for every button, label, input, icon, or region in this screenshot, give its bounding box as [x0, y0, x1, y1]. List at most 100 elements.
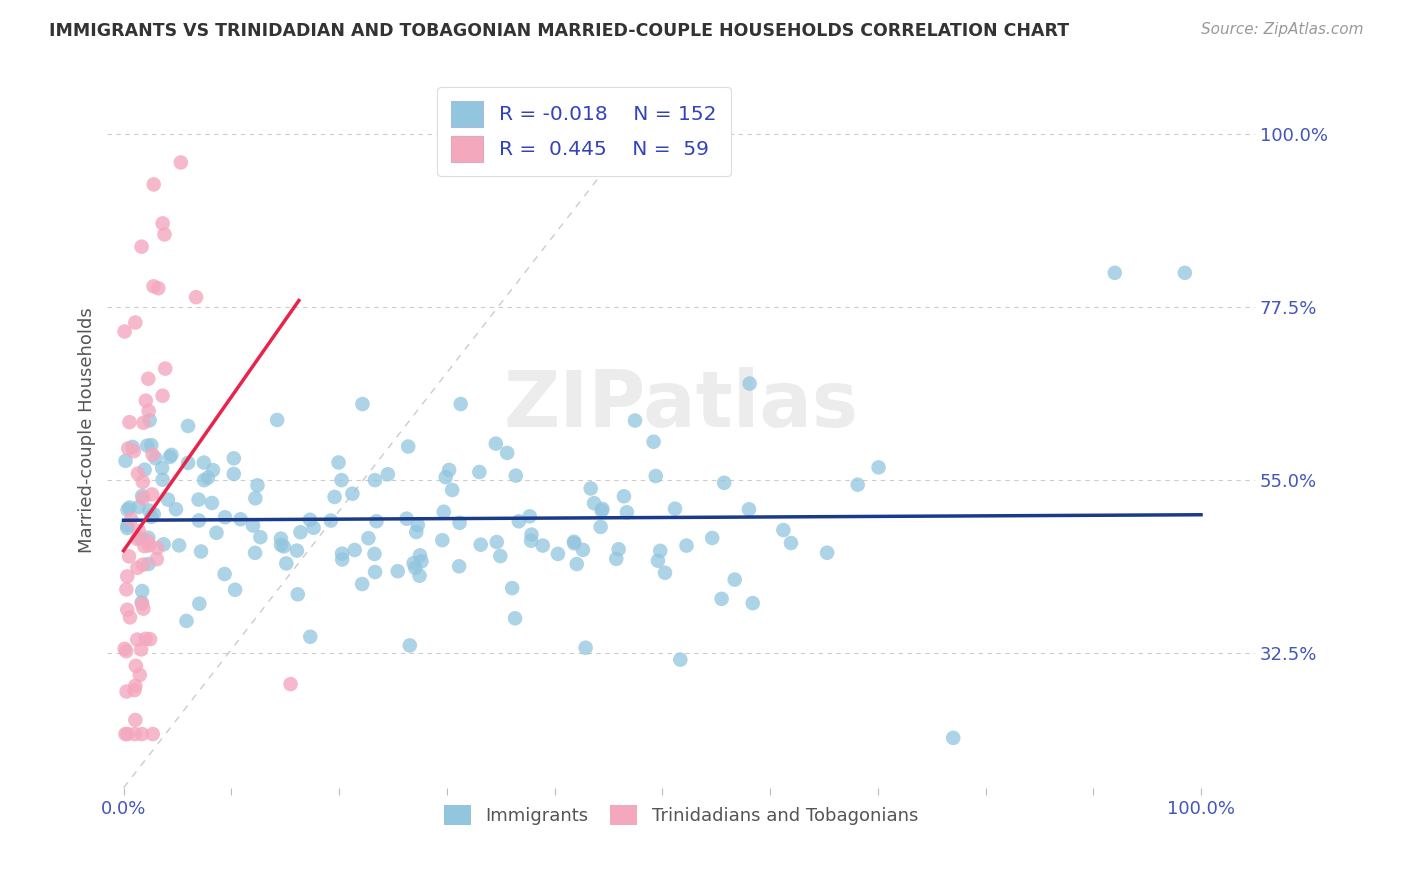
Point	[330, 473, 353, 487]
Point	[201, 463, 224, 477]
Point	[437, 463, 460, 477]
Point	[613, 489, 636, 503]
Point	[738, 376, 761, 391]
Point	[114, 325, 136, 339]
Point	[846, 477, 869, 491]
Point	[702, 531, 724, 545]
Point	[508, 514, 530, 528]
Point	[290, 525, 312, 540]
Point	[131, 596, 153, 610]
Point	[187, 514, 209, 528]
Point	[396, 440, 419, 454]
Point	[441, 483, 464, 497]
Point	[607, 542, 630, 557]
Point	[122, 444, 145, 458]
Point	[605, 552, 627, 566]
Point	[366, 514, 388, 528]
Point	[624, 413, 647, 427]
Point	[485, 436, 508, 450]
Point	[118, 500, 141, 515]
Point	[132, 601, 155, 615]
Point	[131, 597, 153, 611]
Point	[155, 361, 177, 376]
Point	[942, 731, 965, 745]
Point	[142, 279, 165, 293]
Point	[222, 467, 245, 481]
Point	[496, 446, 519, 460]
Text: Source: ZipAtlas.com: Source: ZipAtlas.com	[1201, 22, 1364, 37]
Point	[675, 539, 697, 553]
Point	[411, 554, 433, 568]
Point	[328, 455, 350, 469]
Point	[364, 473, 387, 487]
Point	[224, 582, 246, 597]
Point	[562, 534, 585, 549]
Point	[243, 546, 266, 560]
Point	[153, 227, 176, 242]
Point	[129, 642, 152, 657]
Point	[377, 467, 399, 482]
Point	[205, 525, 228, 540]
Point	[868, 460, 890, 475]
Point	[201, 496, 224, 510]
Point	[165, 502, 187, 516]
Point	[520, 527, 543, 541]
Point	[131, 584, 153, 599]
Point	[402, 556, 425, 570]
Point	[579, 482, 602, 496]
Point	[405, 524, 427, 539]
Point	[138, 404, 160, 418]
Point	[128, 668, 150, 682]
Point	[229, 512, 252, 526]
Point	[146, 541, 169, 555]
Point	[138, 413, 160, 427]
Point	[117, 518, 139, 533]
Point	[170, 155, 193, 169]
Point	[127, 532, 149, 546]
Point	[142, 507, 165, 521]
Point	[644, 469, 666, 483]
Point	[124, 316, 146, 330]
Point	[184, 290, 207, 304]
Point	[177, 419, 200, 434]
Point	[1104, 266, 1126, 280]
Point	[519, 509, 541, 524]
Point	[187, 492, 209, 507]
Point	[299, 630, 322, 644]
Point	[214, 567, 236, 582]
Point	[118, 415, 141, 429]
Point	[118, 610, 141, 624]
Point	[138, 557, 160, 571]
Point	[131, 489, 153, 503]
Point	[150, 461, 173, 475]
Point	[505, 468, 527, 483]
Point	[117, 502, 139, 516]
Point	[141, 510, 163, 524]
Point	[589, 520, 612, 534]
Point	[139, 632, 162, 647]
Point	[319, 514, 342, 528]
Point	[124, 713, 146, 727]
Point	[408, 568, 430, 582]
Point	[449, 516, 471, 530]
Point	[245, 491, 267, 506]
Point	[135, 632, 157, 646]
Point	[145, 451, 167, 466]
Point	[273, 540, 295, 554]
Point	[142, 178, 165, 192]
Point	[141, 487, 163, 501]
Point	[114, 641, 136, 656]
Point	[298, 513, 321, 527]
Point	[131, 240, 153, 254]
Point	[643, 434, 665, 449]
Point	[710, 591, 733, 606]
Point	[132, 416, 155, 430]
Point	[669, 652, 692, 666]
Point	[128, 524, 150, 538]
Point	[738, 502, 761, 516]
Point	[145, 552, 167, 566]
Point	[285, 543, 308, 558]
Point	[575, 640, 598, 655]
Point	[188, 597, 211, 611]
Point	[114, 454, 136, 468]
